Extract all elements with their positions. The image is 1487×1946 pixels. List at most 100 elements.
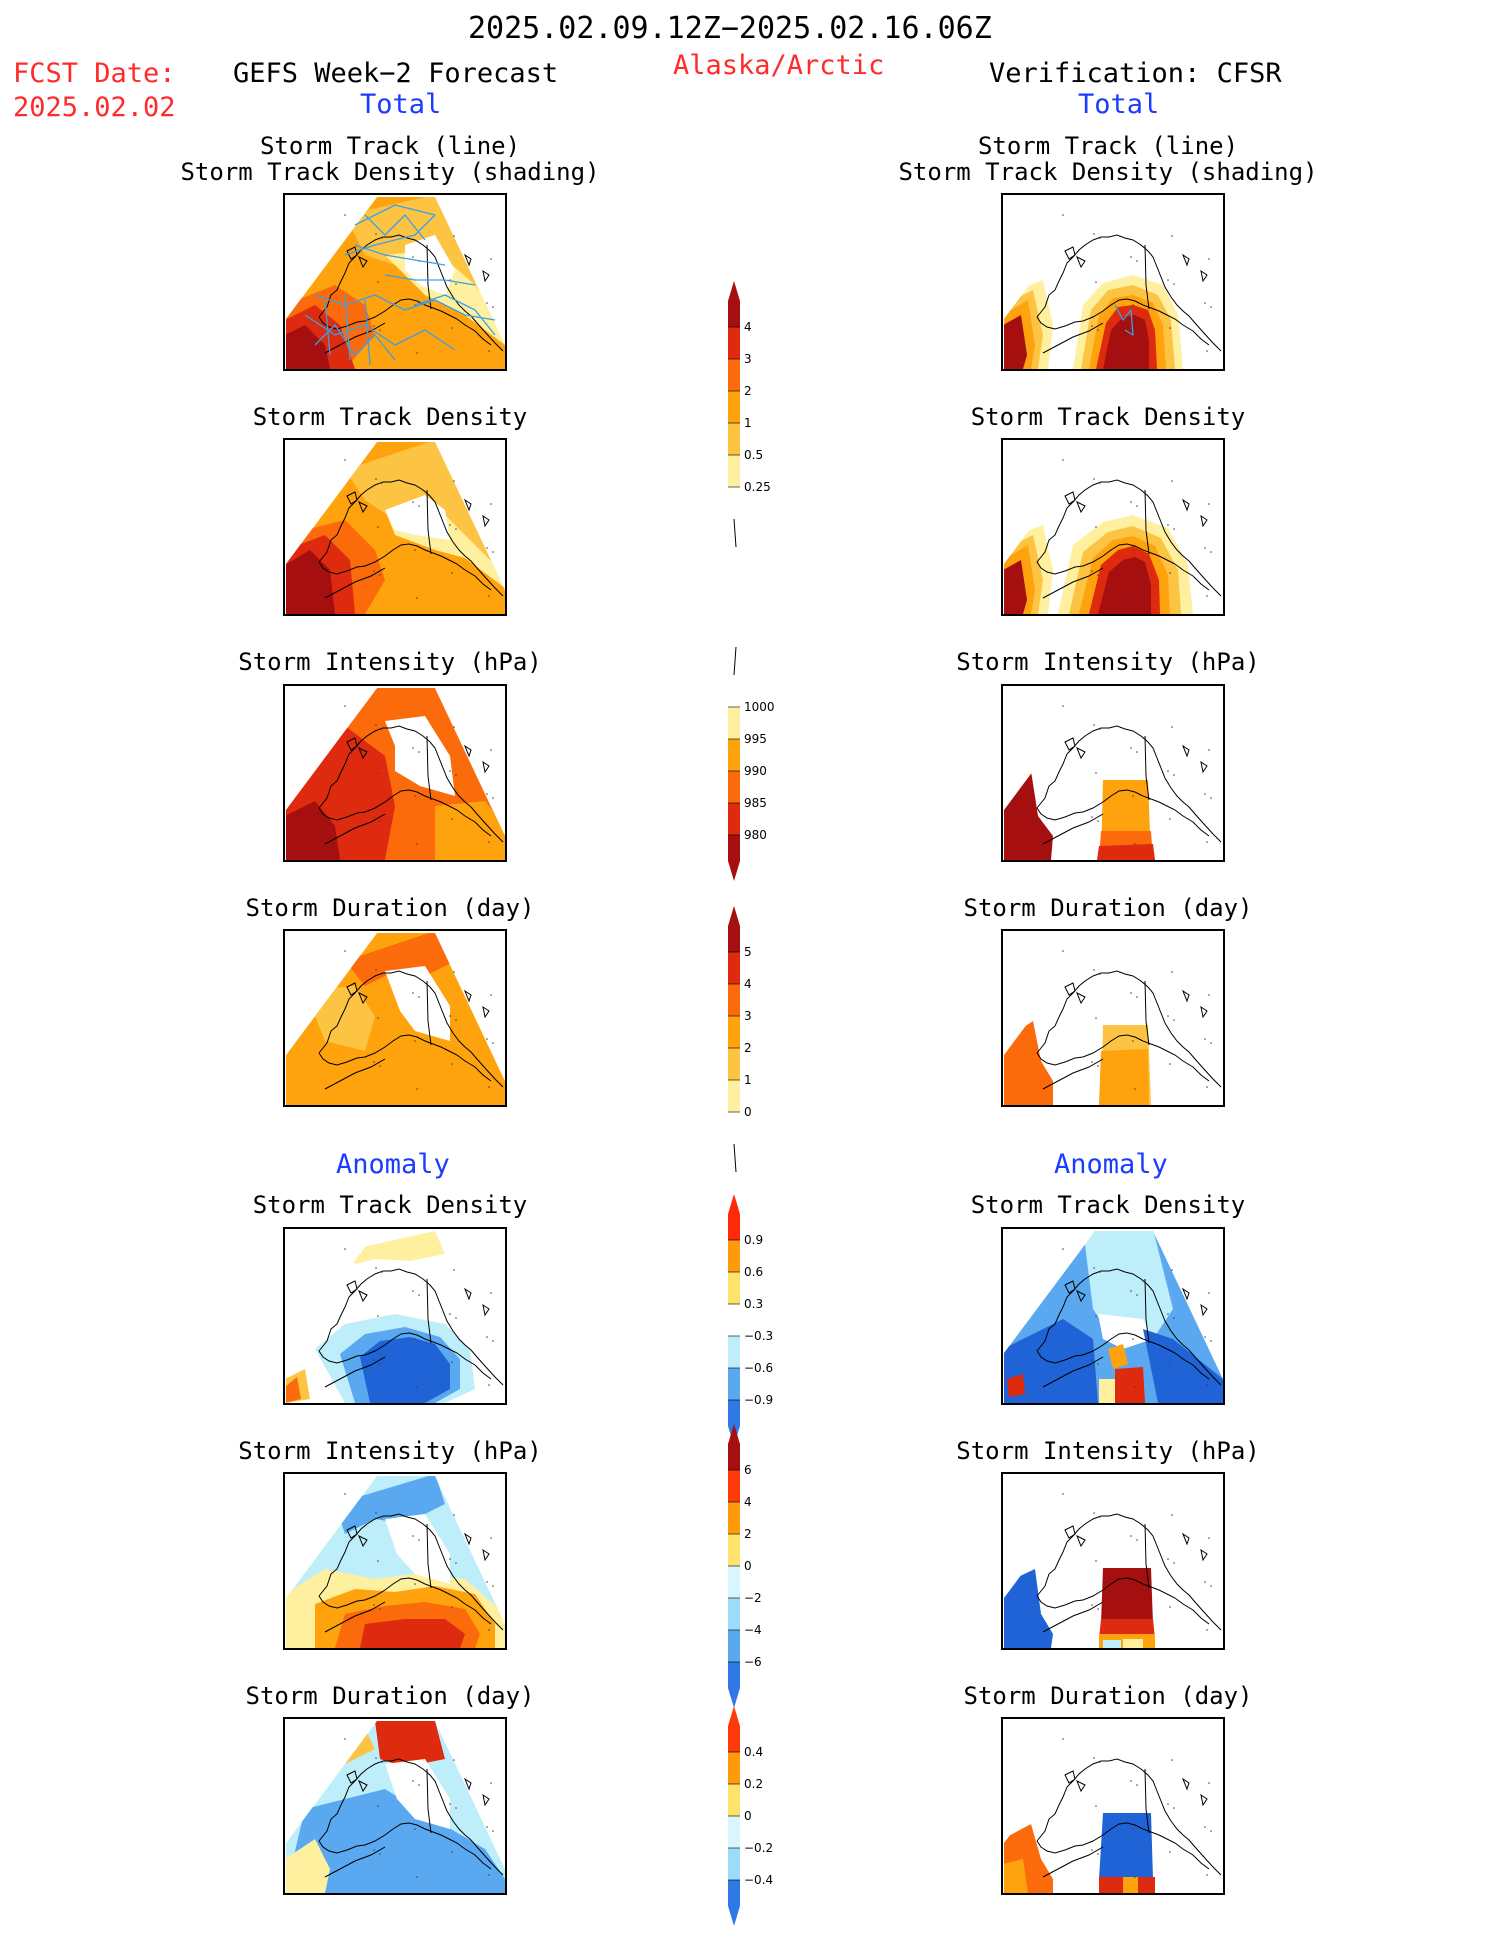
- colorbar-label-4: −0.6: [744, 1361, 773, 1375]
- colorbar-density-anomaly: 0.9 0.6 0.3 −0.3 −0.6 −0.9: [720, 1178, 790, 1466]
- map-fcst-track-svg: [286, 197, 505, 369]
- shade-8: [1103, 315, 1149, 369]
- left-total-label: Total: [360, 89, 442, 120]
- colorbar-intensity-anomaly-svg: 6 4 2 0 −2 −4 −6: [728, 1424, 762, 1708]
- left-anomaly-label: Anomaly: [336, 1149, 450, 1180]
- colorbar-swatch-0: [728, 675, 740, 707]
- storm-track-7: [414, 294, 496, 336]
- map-verif-intensity-svg: [1004, 705, 1222, 860]
- colorbar-swatch-2: [728, 1272, 740, 1304]
- map-fcst-intensity-svg: [286, 688, 505, 860]
- colorbar-swatch-1: [728, 1470, 740, 1502]
- shading: [1004, 771, 1155, 860]
- map-verif-duration-anomaly-svg: [1004, 1738, 1222, 1893]
- right-column-title: Verification: CFSR: [989, 58, 1282, 89]
- shade-6: [286, 550, 335, 614]
- colorbar-label-3: 1: [744, 416, 752, 430]
- coastline: [318, 459, 504, 599]
- coastline: [318, 950, 504, 1090]
- colorbar-label-0: 0.4: [744, 1745, 763, 1759]
- left-column-title: GEFS Week−2 Forecast: [233, 58, 559, 89]
- right-anomaly-label: Anomaly: [1054, 1149, 1168, 1180]
- colorbar-duration-anomaly: 0.4 0.2 0 −0.2 −0.4: [720, 1690, 790, 1946]
- coastline: [1036, 705, 1222, 845]
- fcst-date-label: FCST Date:: [13, 58, 176, 89]
- colorbar-swatch-4: [728, 1848, 740, 1880]
- colorbar-swatch-2: [728, 984, 740, 1016]
- shade-5: [1103, 1640, 1121, 1648]
- colorbar-label-2: 0.3: [744, 1297, 763, 1311]
- colorbar-duration-svg: 5 4 3 2 1 0: [728, 906, 752, 1173]
- left-anom-intensity-title: Storm Intensity (hPa): [238, 1437, 542, 1465]
- shade-1: [335, 1476, 445, 1534]
- map-fcst-intensity-anomaly-svg: [286, 1476, 505, 1648]
- colorbar-density: 4 3 2 1 0.5 0.25: [720, 265, 790, 553]
- shade-8: [1007, 1374, 1025, 1397]
- colorbar-label-5: 0: [744, 1105, 752, 1119]
- map-verif-intensity-anomaly-svg: [1004, 1493, 1222, 1648]
- coastline: [1036, 1248, 1222, 1388]
- colorbar-swatch-6: [728, 487, 740, 519]
- shade-3: [1004, 315, 1027, 369]
- colorbar-label-0: 4: [744, 320, 752, 334]
- shading: [1004, 1568, 1155, 1648]
- colorbar-swatch-3: [728, 1534, 740, 1566]
- colorbar-swatch-3: [728, 1016, 740, 1048]
- coastline: [1036, 214, 1222, 354]
- colorbar-label-1: 3: [744, 352, 752, 366]
- left-track-shading-title: Storm Track Density (shading): [180, 158, 600, 186]
- shading: [286, 1721, 505, 1893]
- colorbar-swatch-5: [728, 1598, 740, 1630]
- right-density-title: Storm Track Density: [970, 403, 1246, 431]
- right-intensity-title: Storm Intensity (hPa): [956, 648, 1260, 676]
- map-verif-duration: [1001, 929, 1225, 1107]
- shade-3: [1004, 560, 1027, 614]
- colorbar-label-0: 6: [744, 1463, 752, 1477]
- colorbar-bottom-tail: [733, 518, 737, 548]
- colorbar-swatch-3: [728, 391, 740, 423]
- map-fcst-density-anomaly: [283, 1227, 507, 1405]
- right-total-label: Total: [1078, 89, 1160, 120]
- colorbar-swatch-4: [728, 1048, 740, 1080]
- shade-3: [1097, 844, 1155, 860]
- colorbar-label-1: 0.2: [744, 1777, 763, 1791]
- shade-1: [435, 801, 505, 860]
- colorbar-label-4: 980: [744, 828, 767, 842]
- shading: [1004, 1021, 1151, 1105]
- shade-2: [1098, 1314, 1153, 1349]
- shading: [286, 442, 505, 614]
- coastline: [318, 705, 504, 845]
- shade-4: [375, 1721, 445, 1767]
- coastline: [318, 1493, 504, 1633]
- colorbar-label-2: 2: [744, 1527, 752, 1541]
- map-fcst-density: [283, 438, 507, 616]
- shade-4: [1123, 1639, 1143, 1648]
- storm-track-0: [1114, 304, 1134, 336]
- colorbar-label-1: 4: [744, 977, 752, 991]
- colorbar-label-2: 2: [744, 384, 752, 398]
- map-fcst-duration-anomaly: [283, 1717, 507, 1895]
- colorbar-swatch-6: [728, 1630, 740, 1662]
- coastline: [1036, 1738, 1222, 1878]
- colorbar-label-2: 0: [744, 1809, 752, 1823]
- shade-0: [1004, 1569, 1053, 1648]
- colorbar-label-4: 1: [744, 1073, 752, 1087]
- colorbar-duration: 5 4 3 2 1 0: [720, 890, 790, 1178]
- shade-2: [286, 1839, 330, 1893]
- shading: [1004, 1231, 1223, 1403]
- date-range-title: 2025.02.09.12Z−2025.02.16.06Z: [468, 11, 992, 46]
- shade-5: [385, 1759, 450, 1829]
- shade-5: [286, 1377, 301, 1403]
- colorbar-density-svg: 4 3 2 1 0.5 0.25: [728, 281, 771, 548]
- shade-3: [385, 495, 450, 540]
- left-duration-title: Storm Duration (day): [245, 894, 535, 922]
- map-verif-duration-svg: [1004, 950, 1222, 1105]
- storm-track-2: [354, 244, 446, 266]
- colorbar-swatch-0: [728, 1194, 740, 1240]
- colorbar-swatch-2: [728, 1502, 740, 1534]
- colorbar-swatch-5: [728, 1880, 740, 1926]
- colorbar-label-4: −0.4: [744, 1873, 773, 1887]
- map-verif-duration-anomaly: [1001, 1717, 1225, 1895]
- right-anom-density-title: Storm Track Density: [970, 1191, 1246, 1219]
- left-anom-duration-title: Storm Duration (day): [245, 1682, 535, 1710]
